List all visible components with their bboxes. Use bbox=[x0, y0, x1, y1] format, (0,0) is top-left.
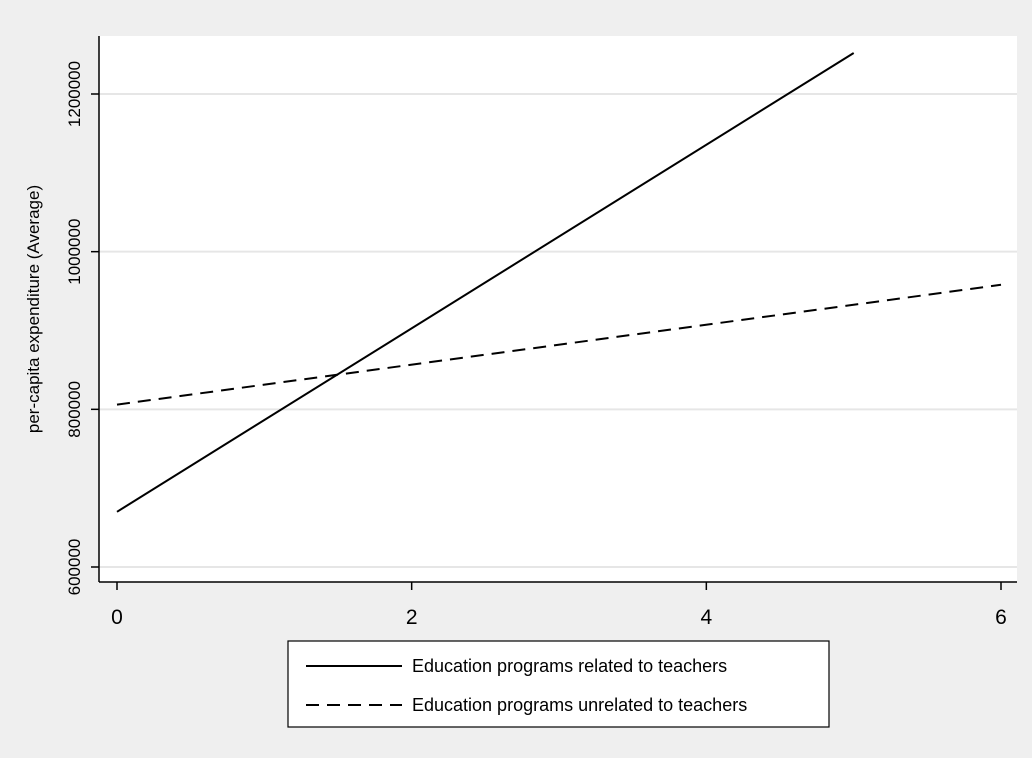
x-tick-label-2: 4 bbox=[700, 606, 712, 629]
x-tick-label-0: 0 bbox=[111, 606, 123, 629]
y-tick-label-3: 1200000 bbox=[65, 61, 84, 127]
y-tick-label-1: 800000 bbox=[65, 381, 84, 438]
legend-item-related: Education programs related to teachers bbox=[306, 656, 727, 676]
x-tick-label-3: 6 bbox=[995, 606, 1007, 629]
x-tick-label-1: 2 bbox=[406, 606, 418, 629]
y-ticks: 600000 800000 1000000 1200000 bbox=[65, 61, 99, 595]
gridlines bbox=[99, 93, 1017, 568]
x-ticks: 0 2 4 6 bbox=[111, 582, 1007, 629]
y-tick-label-0: 600000 bbox=[65, 539, 84, 596]
series-line-unrelated bbox=[116, 283, 1002, 406]
legend-box bbox=[287, 640, 830, 728]
legend: Education programs related to teachers E… bbox=[287, 640, 830, 728]
legend-item-unrelated: Education programs unrelated to teachers bbox=[306, 695, 747, 715]
legend-label-unrelated: Education programs unrelated to teachers bbox=[412, 695, 747, 715]
y-tick-label-2: 1000000 bbox=[65, 219, 84, 285]
legend-label-related: Education programs related to teachers bbox=[412, 656, 727, 676]
y-axis-title: per-capita expenditure (Average) bbox=[24, 185, 43, 433]
series-line-related bbox=[116, 52, 855, 513]
plot-background bbox=[99, 36, 1017, 582]
series-lines bbox=[116, 52, 1002, 513]
